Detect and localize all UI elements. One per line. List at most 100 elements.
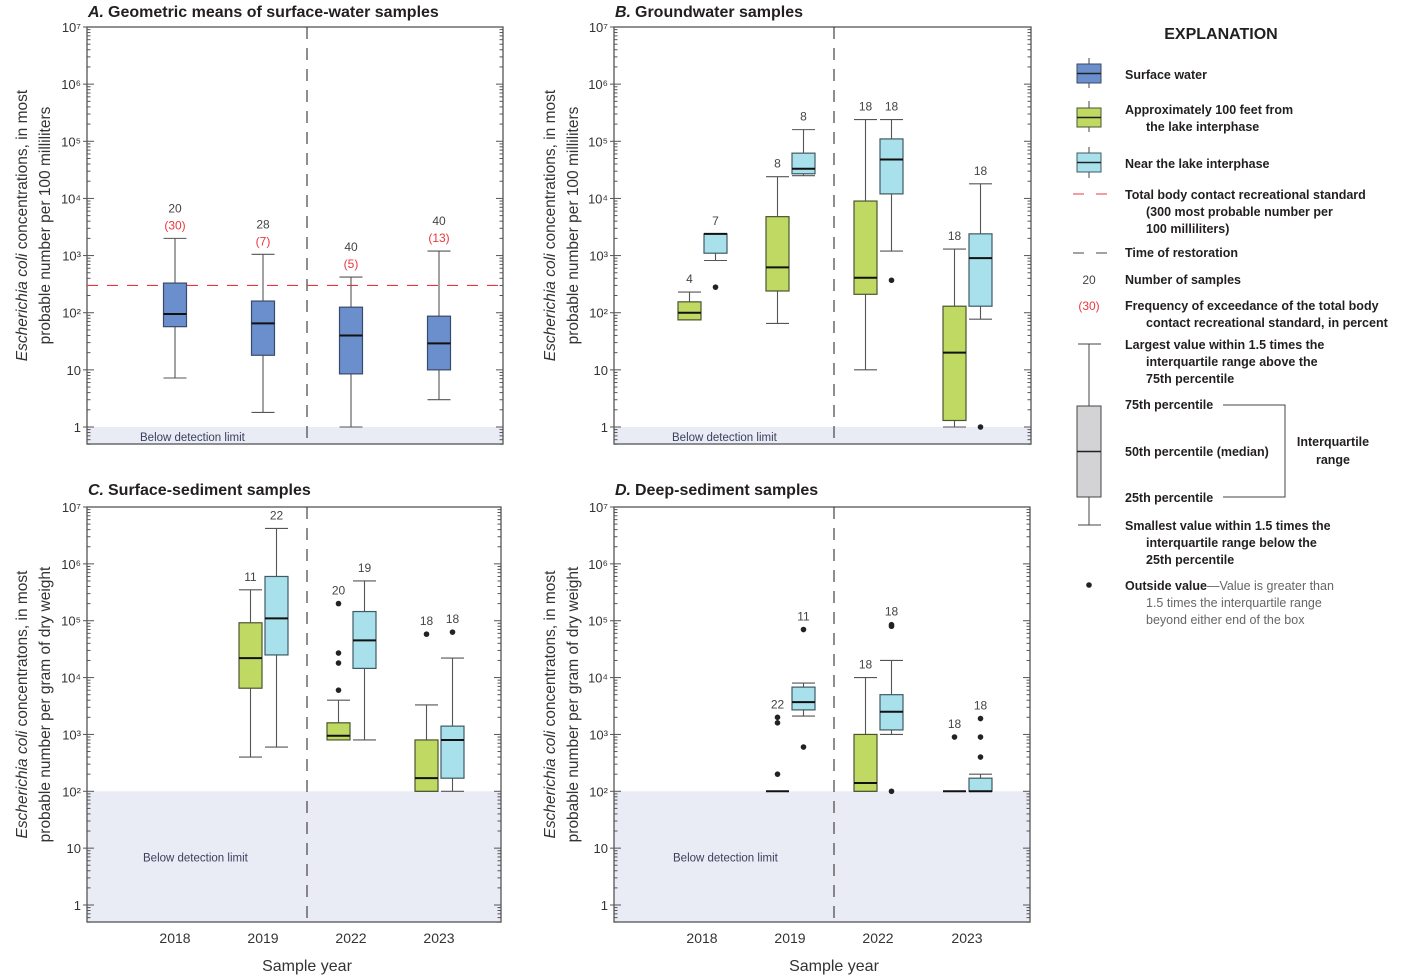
box-2019: 8	[791, 110, 816, 177]
panel-letter: B.	[615, 4, 631, 21]
panel-letter: C.	[88, 482, 104, 499]
outlier-point	[774, 714, 781, 721]
box-2022: 18	[853, 658, 878, 792]
y-tick-label: 10⁵	[61, 134, 81, 149]
legend-outside-line3: beyond either end of the box	[1146, 613, 1305, 627]
panel-c: Below detection limit 1 10 10² 10³ 10⁴ 10⁵ 10⁶ 1…	[14, 482, 502, 975]
legend-outside-desc: —Value is greater than	[1207, 579, 1334, 593]
box-2022: 20	[326, 584, 351, 741]
box-2019: 22	[264, 508, 289, 748]
y-axis-label-italic: Escherichia coli	[542, 730, 559, 838]
y-tick-label: 10	[67, 363, 81, 378]
iqr-box	[791, 152, 816, 175]
panel-title-text: Groundwater samples	[635, 4, 803, 21]
x-tick-label: 2019	[774, 930, 805, 946]
y-axis-label: Escherichia coli concentrations, in most	[14, 89, 31, 361]
y-axis-label-line1: concentrations, in most	[14, 89, 31, 253]
legend-smallest: Smallest value within 1.5 times the	[1125, 519, 1331, 533]
series-0: 22 18 18	[766, 658, 966, 793]
legend-standard: Total body contact recreational standard	[1125, 188, 1366, 202]
panel-title-text: Surface-sediment samples	[108, 482, 311, 499]
exceedance-label: (7)	[256, 234, 271, 248]
legend-largest: Largest value within 1.5 times the	[1125, 338, 1324, 352]
plot-frame	[613, 506, 1031, 923]
y-axis-label: Escherichia coli concentratons, in most	[14, 570, 31, 839]
below-detection-region	[87, 427, 503, 444]
y-axis-label: Escherichia coli concentratons, in most	[542, 570, 559, 839]
panel-title-text: Deep-sediment samples	[635, 482, 818, 499]
y-tick-label: 10³	[62, 249, 81, 264]
y-tick-label: 10⁵	[588, 134, 608, 149]
y-tick-label: 10⁴	[588, 671, 608, 686]
box-2019: (7)28	[250, 217, 276, 413]
iqr-box	[250, 300, 276, 356]
y-tick-label: 1	[74, 898, 81, 913]
y-tick-label: 10³	[589, 727, 608, 742]
iqr-box	[677, 301, 702, 321]
y-tick-label: 10⁶	[588, 557, 608, 572]
legend-largest-line2: interquartile range above the	[1146, 355, 1318, 369]
sample-count-label: 20	[332, 584, 346, 598]
iqr-box	[968, 233, 993, 307]
outlier-point	[800, 744, 807, 750]
legend-p75: 75th percentile	[1125, 398, 1213, 412]
box-2023: 18	[440, 612, 465, 792]
outlier-point	[335, 600, 342, 607]
panel-letter: D.	[615, 482, 631, 499]
legend-iqr-bracket	[1223, 404, 1286, 498]
y-axis-label-italic: Escherichia coli	[542, 253, 559, 361]
y-tick-label: 10²	[62, 784, 81, 799]
series-0: 4 8 18 18	[677, 100, 967, 428]
y-tick-label: 10³	[62, 727, 81, 742]
outlier-point	[712, 284, 719, 290]
iqr-box	[414, 739, 439, 792]
iqr-box	[853, 733, 878, 792]
box-2018: 4	[677, 272, 702, 321]
box-2023: 18	[968, 699, 993, 793]
outlier-point	[335, 687, 342, 693]
y-axis-label-line2: probable number per gram of dry weight	[37, 566, 54, 842]
box-2023: 18	[943, 717, 966, 793]
y-axis-label-line2: probable number per gram of dry weight	[565, 566, 582, 842]
box-2023: (13) 40	[426, 214, 452, 401]
legend-p50: 50th percentile (median)	[1125, 445, 1269, 459]
box-2018: 7	[703, 214, 728, 290]
legend-surface-water-icon	[1076, 58, 1102, 88]
panel-d: Below detection limit 1 10 10² 10³ 10⁴ 10⁵ 10⁶ 1…	[542, 482, 1031, 975]
iqr-box	[853, 200, 878, 295]
exceedance-label: (13)	[428, 231, 449, 245]
x-tick-label: 2022	[862, 930, 893, 946]
series-1: 22 19 18	[264, 508, 465, 792]
sample-count-label: 11	[244, 570, 257, 584]
x-axis-label: Sample year	[789, 958, 879, 975]
y-axis-label-line1: concentratons, in most	[14, 570, 31, 731]
y-tick-label: 10⁷	[62, 20, 81, 35]
legend-restoration: Time of restoration	[1125, 246, 1238, 260]
legend-n-label: Number of samples	[1125, 273, 1241, 287]
y-tick-label: 10⁷	[589, 20, 608, 35]
exceedance-label: (30)	[164, 218, 185, 232]
legend-near-lake-icon	[1076, 147, 1102, 178]
plot-frame	[613, 26, 1032, 445]
box-2019: 22	[766, 697, 789, 793]
legend-exc-example: (30)	[1078, 299, 1099, 313]
iqr-box	[162, 282, 188, 328]
y-axis-label-line2: probable number per 100 milliliters	[37, 106, 54, 344]
legend-largest-line3: 75th percentile	[1146, 372, 1234, 386]
legend-exc-line2: contact recreational standard, in percen…	[1146, 316, 1389, 330]
legend-smallest-line3: 25th percentile	[1146, 553, 1234, 567]
x-tick-label: 2018	[159, 930, 190, 946]
sample-count-label: 4	[686, 272, 693, 286]
sample-count-label: 18	[859, 100, 873, 114]
outlier-point	[951, 734, 958, 740]
legend-iqr-line2: range	[1316, 453, 1350, 467]
y-tick-label: 10²	[62, 306, 81, 321]
legend-outside-dot-icon	[1086, 582, 1092, 588]
iqr-box	[440, 725, 465, 779]
iqr-box	[968, 777, 993, 792]
iqr-box	[326, 722, 351, 741]
legend-iqr: Interquartile	[1297, 435, 1369, 449]
plot-frame	[86, 26, 504, 445]
sample-count-label: 18	[948, 229, 962, 243]
y-tick-label: 10⁵	[61, 614, 81, 629]
